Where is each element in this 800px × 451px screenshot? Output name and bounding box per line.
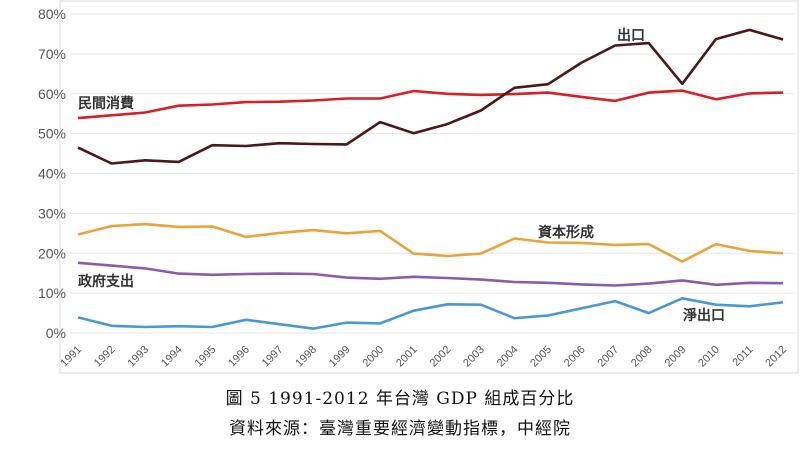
series-line (77, 222, 784, 263)
series-line (77, 296, 784, 330)
x-tick-label: 2007 (595, 344, 621, 370)
x-tick-label: 2012 (763, 344, 789, 370)
x-tick-label: 2003 (461, 344, 487, 370)
plot-frame (59, 0, 799, 374)
source-caption: 資料來源：臺灣重要經濟變動指標，中經院 (229, 419, 571, 439)
x-tick-label: 2010 (696, 344, 722, 370)
line-chart: 0% 10% 20% 30% 40% 50% 60% 70% 80% 1991 1992 1993 19… (38, 0, 799, 374)
series-line (77, 89, 784, 120)
x-tick-label: 2005 (528, 344, 554, 370)
y-tick-label: 80% (38, 6, 66, 22)
x-tick-label: 1992 (92, 344, 118, 370)
series-label: 淨出口 (683, 307, 725, 324)
series-label: 出口 (617, 27, 645, 44)
x-tick-label: 2004 (495, 344, 521, 370)
series-label: 資本形成 (538, 224, 594, 241)
y-tick-label: 0% (46, 325, 66, 341)
y-tick-label: 20% (38, 245, 66, 261)
x-tick-label: 1999 (327, 344, 353, 370)
series-label: 政府支出 (78, 273, 134, 290)
x-tick-label: 1997 (260, 344, 286, 370)
x-tick-label: 2001 (394, 344, 420, 370)
y-tick-label: 50% (38, 126, 66, 142)
x-tick-label: 2002 (428, 344, 454, 370)
series-line (77, 261, 784, 287)
x-tick-label: 1998 (293, 344, 319, 370)
series-line (77, 28, 784, 165)
x-tick-label: 2008 (629, 344, 655, 370)
x-tick-label: 1994 (159, 344, 185, 370)
x-tick-label: 1993 (125, 344, 151, 370)
x-tick-label: 2006 (562, 344, 588, 370)
x-tick-label: 2000 (360, 344, 386, 370)
y-tick-label: 70% (38, 46, 66, 62)
x-tick-label: 1991 (58, 344, 84, 370)
x-tick-label: 1995 (193, 344, 219, 370)
x-tick-label: 1996 (226, 344, 252, 370)
series-label: 民間消費 (78, 95, 134, 112)
x-tick-label: 2011 (730, 344, 755, 369)
y-tick-label: 40% (38, 166, 66, 182)
y-tick-label: 30% (38, 205, 66, 221)
y-tick-label: 10% (38, 285, 66, 301)
x-tick-label: 2009 (663, 344, 689, 370)
y-tick-label: 60% (38, 86, 66, 102)
figure-caption: 圖 5 1991-2012 年台灣 GDP 組成百分比 (225, 389, 575, 409)
